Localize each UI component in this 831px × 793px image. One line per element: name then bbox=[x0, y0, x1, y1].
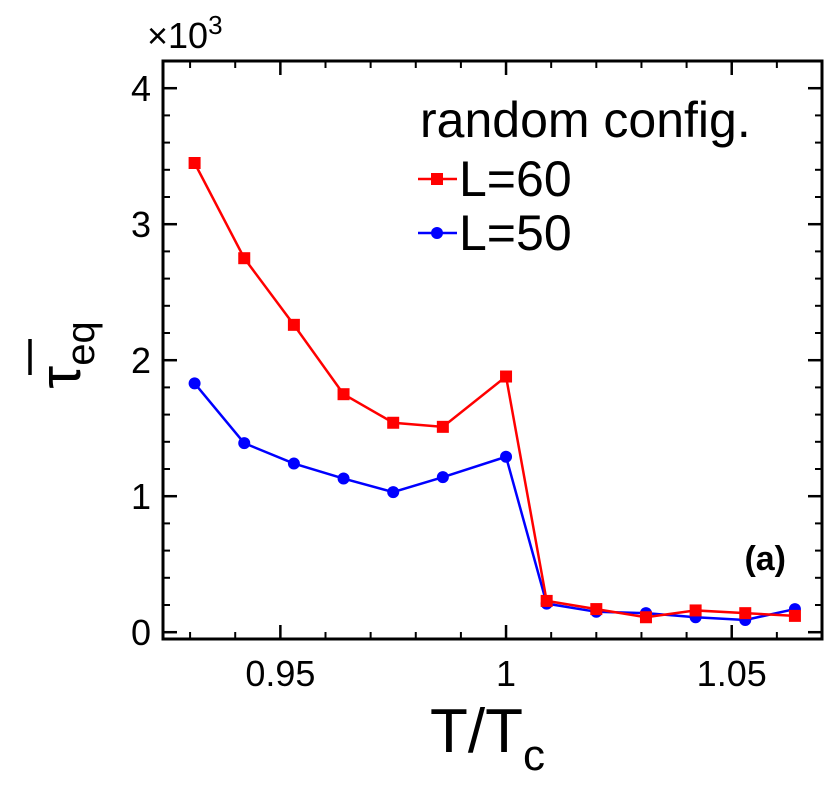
series-layer bbox=[188, 157, 801, 626]
data-point-l60 bbox=[500, 370, 513, 383]
series-line-l50 bbox=[193, 382, 796, 622]
y-axis-title-subscript: eq bbox=[59, 321, 103, 366]
data-point-l50 bbox=[500, 450, 513, 463]
panel-label: (a) bbox=[744, 540, 786, 578]
x-axis-title-main: T/T bbox=[430, 697, 523, 766]
x-axis-title: T/Tc bbox=[430, 697, 545, 780]
x-axis-title-subscript: c bbox=[523, 731, 545, 780]
data-point-l50 bbox=[238, 437, 251, 450]
legend-marker-l60 bbox=[431, 173, 443, 185]
y-multiplier-base: ×10 bbox=[147, 15, 208, 56]
data-point-l60 bbox=[436, 420, 449, 433]
data-point-l60 bbox=[689, 604, 702, 617]
y-axis-title-text: τeq bbox=[28, 321, 103, 388]
data-point-l50 bbox=[337, 472, 350, 485]
data-point-l60 bbox=[238, 252, 251, 265]
data-point-l50 bbox=[188, 377, 201, 390]
legend-label-l60: L=60 bbox=[459, 151, 572, 207]
data-point-l50 bbox=[436, 471, 449, 484]
data-point-l50 bbox=[287, 457, 300, 470]
y-axis-title-main: τ bbox=[28, 366, 93, 389]
legend-entry-l60: L=60 bbox=[418, 151, 572, 207]
x-tick-label: 1 bbox=[496, 653, 516, 694]
data-point-l50 bbox=[387, 486, 400, 499]
y-tick-label: 1 bbox=[131, 476, 151, 517]
legend: random config. L=60 L=50 bbox=[418, 92, 751, 261]
data-point-l60 bbox=[739, 607, 752, 620]
legend-title: random config. bbox=[420, 92, 751, 148]
y-tick-label: 2 bbox=[131, 340, 151, 381]
data-point-l60 bbox=[788, 609, 801, 622]
legend-label-l50: L=50 bbox=[459, 205, 572, 261]
legend-entry-l50: L=50 bbox=[418, 205, 572, 261]
y-axis-title: τeq bbox=[28, 321, 103, 388]
plot-frame bbox=[161, 59, 824, 641]
y-tick-label: 3 bbox=[131, 204, 151, 245]
data-point-l60 bbox=[287, 318, 300, 331]
data-point-l60 bbox=[639, 611, 652, 624]
ticks-layer: 0 1 2 3 4 0.95 1 1.05 bbox=[131, 60, 823, 694]
y-multiplier: ×103 bbox=[147, 10, 223, 56]
y-multiplier-exponent: 3 bbox=[208, 10, 222, 40]
data-point-l60 bbox=[387, 416, 400, 429]
data-point-l60 bbox=[337, 388, 350, 401]
legend-marker-l50 bbox=[431, 227, 443, 239]
data-point-l60 bbox=[590, 603, 603, 616]
data-point-l60 bbox=[540, 594, 553, 607]
x-tick-label: 0.95 bbox=[245, 653, 315, 694]
y-tick-label: 0 bbox=[131, 612, 151, 653]
y-tick-label: 4 bbox=[131, 68, 151, 109]
data-point-l60 bbox=[188, 157, 201, 169]
x-tick-label: 1.05 bbox=[697, 653, 767, 694]
